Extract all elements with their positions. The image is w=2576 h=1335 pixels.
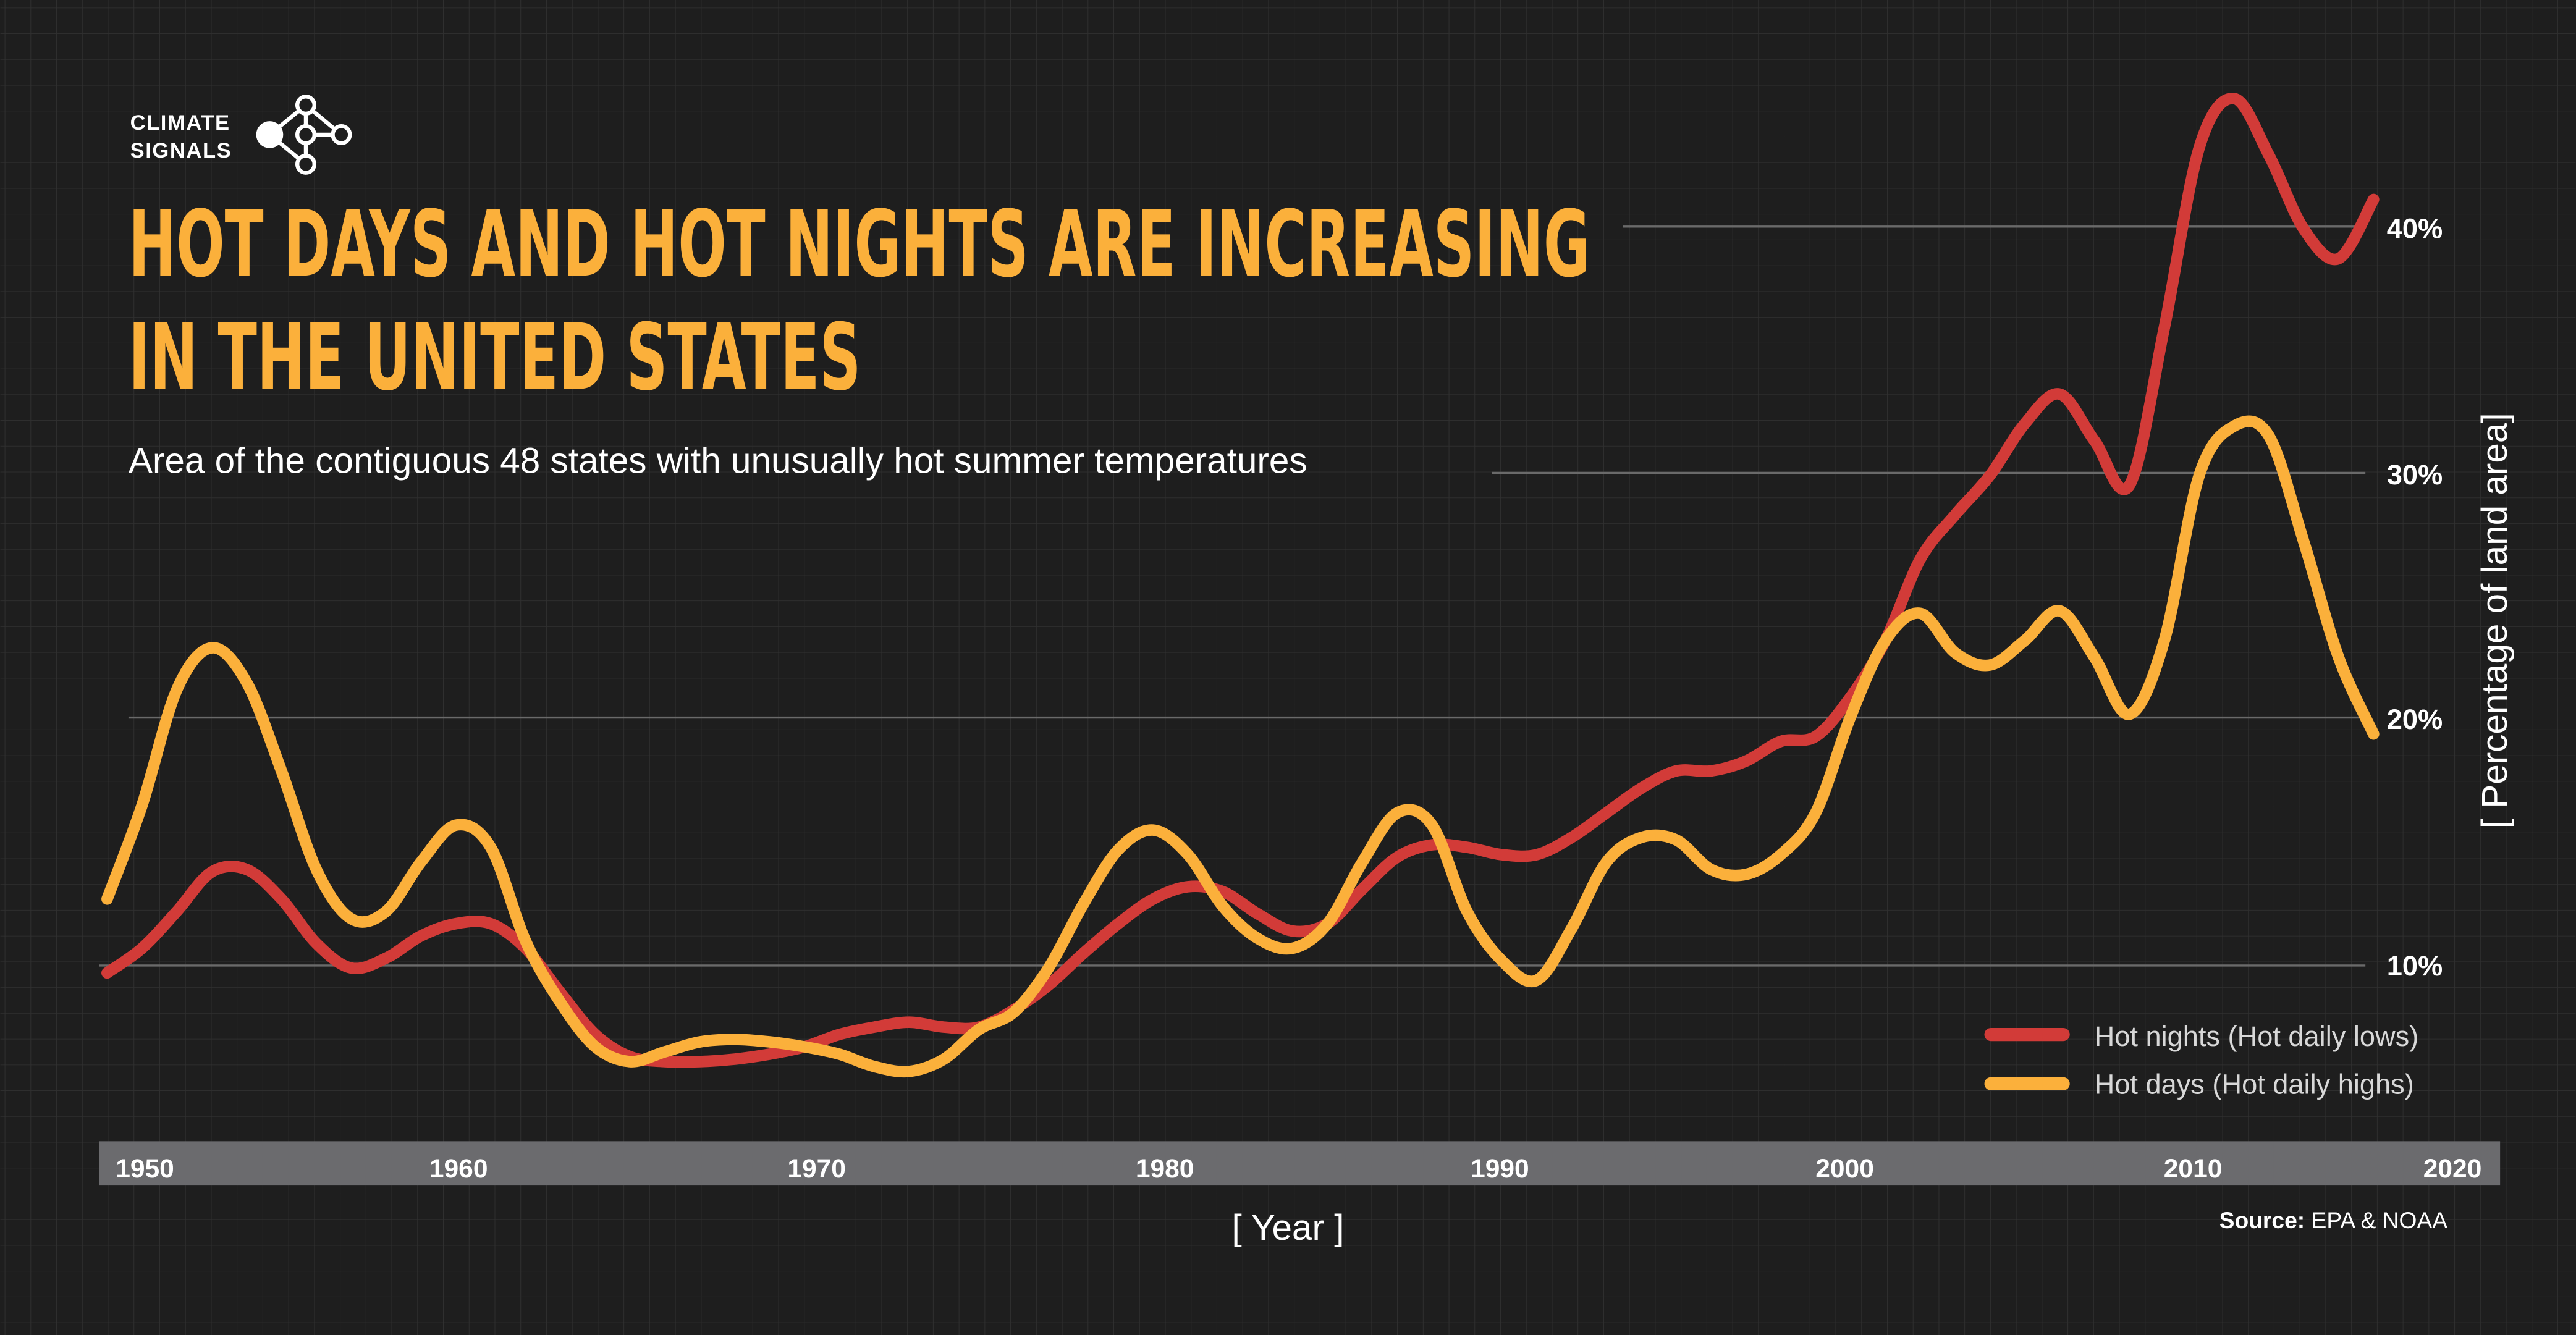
title-line1: HOT DAYS AND HOT NIGHTS ARE INCREASING xyxy=(129,192,1590,298)
y-tick-label: 40% xyxy=(2387,213,2443,244)
series-line-hot-days xyxy=(101,415,2380,1078)
network-nodes-icon xyxy=(256,95,352,175)
y-tick-label: 30% xyxy=(2387,459,2443,491)
series-group xyxy=(101,93,2380,1078)
y-axis-title: [ Percentage of land area] xyxy=(2475,413,2515,828)
x-tick-label: 1960 xyxy=(429,1155,488,1184)
x-tick-label: 1980 xyxy=(1136,1155,1194,1184)
y-tick-labels: 40% 30% 20% 10% xyxy=(2387,213,2443,981)
x-tick-label: 1990 xyxy=(1471,1155,1529,1184)
y-gridlines xyxy=(99,225,2366,967)
logo-line1: CLIMATE xyxy=(130,111,230,135)
legend-label-hot-nights: Hot nights (Hot daily lows) xyxy=(2095,1021,2419,1052)
source-label: Source: xyxy=(2219,1207,2305,1233)
x-axis-band xyxy=(99,1141,2501,1186)
legend: Hot nights (Hot daily lows) Hot days (Ho… xyxy=(1984,1021,2419,1100)
x-tick-label: 1950 xyxy=(116,1155,174,1184)
legend-label-hot-days: Hot days (Hot daily highs) xyxy=(2095,1068,2414,1100)
climate-signals-logo: CLIMATE SIGNALS xyxy=(130,95,352,175)
source-value: EPA & NOAA xyxy=(2312,1207,2448,1233)
y-tick-label: 20% xyxy=(2387,704,2443,735)
title-line2: IN THE UNITED STATES xyxy=(129,305,861,411)
x-tick-label: 1970 xyxy=(787,1155,846,1184)
source-note: Source: EPA & NOAA xyxy=(2219,1207,2448,1233)
y-tick-label: 10% xyxy=(2387,950,2443,982)
x-tick-label: 2020 xyxy=(2423,1155,2482,1184)
x-axis-title: [ Year ] xyxy=(1231,1208,1344,1248)
x-tick-labels: 1950 1960 1970 1980 1990 2000 2010 2020 xyxy=(116,1155,2481,1184)
logo-line2: SIGNALS xyxy=(130,139,232,162)
x-tick-label: 2010 xyxy=(2164,1155,2223,1184)
x-tick-label: 2000 xyxy=(1815,1155,1874,1184)
subtitle: Area of the contiguous 48 states with un… xyxy=(129,441,1307,481)
